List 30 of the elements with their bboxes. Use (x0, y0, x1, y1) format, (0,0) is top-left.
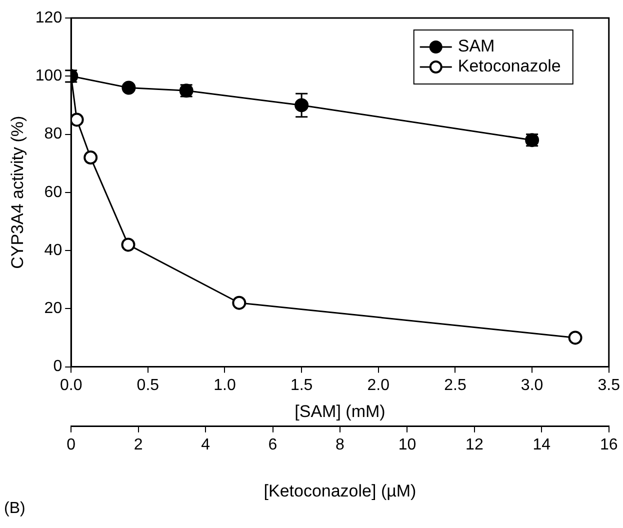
x-tick-label: 0.0 (60, 376, 82, 394)
x2-tick-label: 6 (268, 436, 278, 454)
legend-label: SAM (458, 36, 495, 56)
x-tick-label: 2.0 (367, 376, 390, 394)
x-tick-label: 3.5 (598, 376, 620, 394)
x-tick-label: 3.0 (520, 376, 544, 394)
x2-tick-label: 4 (201, 436, 210, 454)
x2-tick-label: 0 (66, 436, 76, 454)
y-tick-label: 120 (35, 9, 62, 26)
x-tick-label: 0.5 (136, 376, 160, 394)
legend-label: Ketoconazole (458, 56, 561, 76)
x2-tick-label: 14 (532, 436, 551, 454)
y-tick-label: 40 (44, 242, 62, 259)
y-tick-label: 80 (44, 126, 62, 143)
y-tick-label: 0 (53, 358, 62, 376)
x2-tick-label: 16 (600, 436, 618, 454)
x2-tick-label: 8 (336, 436, 345, 454)
x2-tick-label: 2 (134, 436, 143, 454)
x-tick-label: 1.5 (290, 376, 313, 394)
y-axis-title: CYP3A4 activity (%) (8, 116, 27, 269)
x2-tick-label: 12 (466, 436, 484, 454)
x-tick-label: 2.5 (444, 376, 466, 394)
x-tick-label: 1.0 (214, 376, 236, 394)
y-tick-label: 100 (35, 68, 62, 85)
x-axis-title: [SAM] (mM) (294, 402, 386, 421)
y-tick-label: 20 (44, 300, 62, 318)
x2-tick-label: 10 (398, 436, 416, 454)
x2-axis-title: [Ketoconazole] (µM) (264, 481, 416, 500)
text: (B) (4, 500, 26, 518)
y-tick-label: 60 (44, 184, 62, 201)
